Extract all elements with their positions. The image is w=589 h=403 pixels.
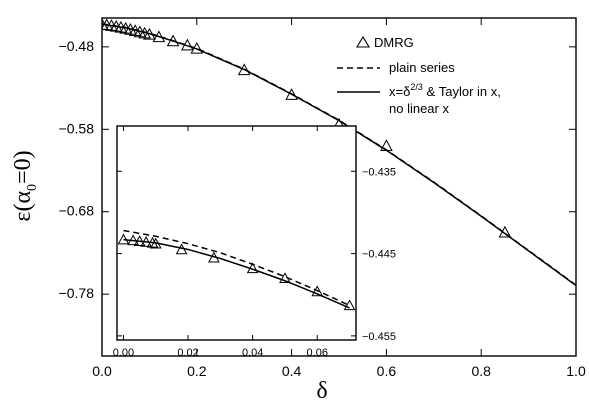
inset-x-tick-label: 0.04 bbox=[242, 347, 263, 359]
inset-x-tick-label: 0.02 bbox=[177, 347, 198, 359]
main-x-tick-label: 0.4 bbox=[282, 363, 302, 379]
inset-y-tick-label: −0.435 bbox=[362, 166, 396, 178]
inset-frame bbox=[116, 125, 357, 341]
legend: DMRG plain series x=δ2/3 & Taylor in x, … bbox=[337, 35, 501, 116]
main-frame bbox=[101, 17, 577, 357]
main-x-tick-label: 0.2 bbox=[187, 363, 207, 379]
inset-data bbox=[117, 229, 356, 311]
main-taylor-line bbox=[102, 23, 576, 287]
y-axis-title: ε(α0=0) bbox=[10, 150, 40, 221]
x-axis-title: δ bbox=[316, 378, 327, 403]
main-y-tick-label: −0.48 bbox=[59, 38, 95, 54]
inset-x-tick-label: 0.06 bbox=[307, 347, 328, 359]
main-dmrg-point bbox=[237, 63, 251, 76]
main-y-tick-label: −0.58 bbox=[59, 120, 95, 136]
inset-dmrg-point bbox=[343, 299, 356, 311]
inset-x-tick-label: 0.00 bbox=[113, 347, 134, 359]
inset-y-tick-label: −0.455 bbox=[362, 331, 396, 343]
legend-label-taylor-line1: x=δ2/3 & Taylor in x, bbox=[389, 82, 501, 99]
main-x-tick-label: 0.6 bbox=[377, 363, 397, 379]
legend-label-taylor-line2: no linear x bbox=[389, 101, 449, 116]
inset-taylor-line bbox=[123, 238, 350, 309]
inset-plot-area: 0.00 0.02 0.04 0.06 −0.435 −0.445 −0.455 bbox=[113, 125, 396, 359]
main-y-tick-label: −0.78 bbox=[59, 285, 95, 301]
legend-label-plain-series: plain series bbox=[389, 60, 455, 75]
main-dmrg-point bbox=[380, 139, 393, 151]
main-x-tick-label: 0.0 bbox=[92, 363, 112, 379]
main-plot-area: 0.0 0.2 0.4 0.6 0.8 1.0 −0.48 −0.58 −0.68 −0.78 bbox=[59, 17, 586, 379]
main-data bbox=[102, 18, 576, 287]
main-x-tick-label: 1.0 bbox=[566, 363, 586, 379]
main-x-tick-label: 0.8 bbox=[471, 363, 491, 379]
inset-dmrg-point bbox=[311, 285, 324, 297]
legend-label-dmrg: DMRG bbox=[374, 35, 414, 50]
main-y-tick-label: −0.68 bbox=[59, 203, 95, 219]
main-dmrg-point bbox=[285, 88, 298, 100]
inset-y-tick-label: −0.445 bbox=[362, 249, 396, 261]
legend-triangle-marker bbox=[356, 35, 370, 48]
